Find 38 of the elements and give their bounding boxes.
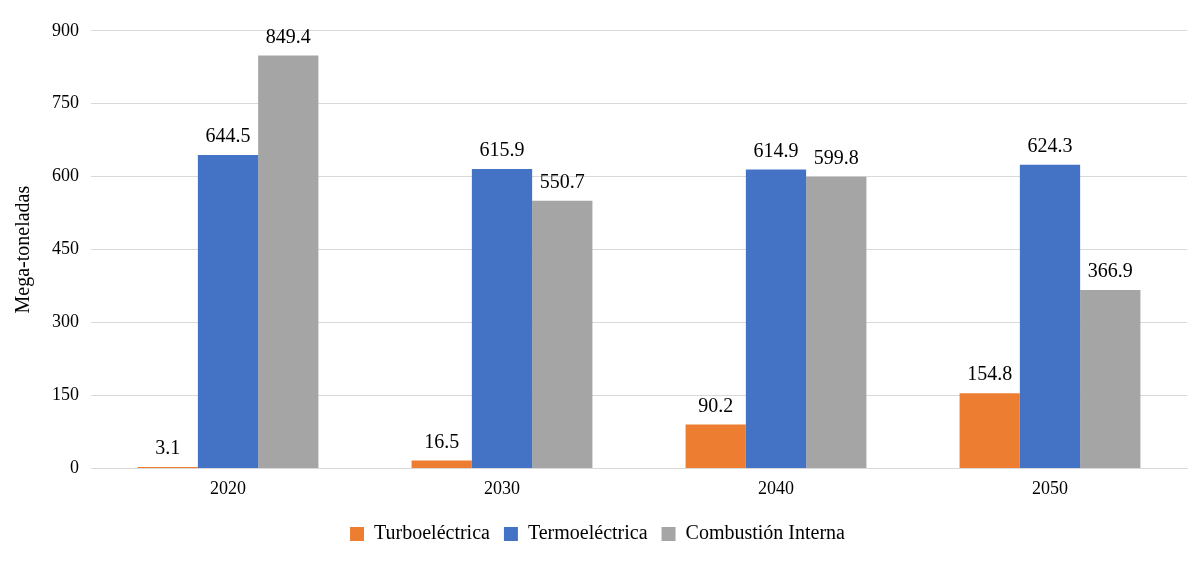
y-tick-label: 0 [70, 457, 79, 478]
y-tick-label: 750 [52, 92, 79, 113]
x-tick-label: 2050 [1032, 477, 1068, 498]
legend-label: Turboeléctrica [374, 521, 491, 544]
bar [471, 168, 533, 468]
data-label: 16.5 [424, 429, 460, 452]
bar [1080, 290, 1141, 468]
bar [411, 460, 472, 468]
legend-label: Termoeléctrica [527, 521, 648, 544]
y-axis-title: Mega-toneladas [11, 185, 35, 314]
bar [806, 176, 867, 468]
data-label: 614.9 [753, 138, 799, 161]
data-label: 599.8 [813, 146, 859, 169]
data-label: 154.8 [967, 362, 1013, 385]
x-tick-label: 2030 [484, 477, 520, 498]
data-label: 849.4 [265, 24, 311, 47]
bar [197, 155, 259, 468]
x-tick-label: 2040 [758, 477, 794, 498]
y-tick-label: 300 [52, 311, 79, 332]
bar [258, 55, 319, 468]
y-tick-label: 150 [52, 384, 79, 405]
data-label: 366.9 [1087, 259, 1133, 282]
data-label: 624.3 [1027, 134, 1073, 157]
bar [685, 424, 746, 468]
bar [959, 393, 1020, 468]
bar [745, 169, 807, 468]
data-label: 615.9 [479, 138, 525, 161]
data-label: 90.2 [698, 393, 734, 416]
y-tick-label: 600 [52, 165, 79, 186]
y-tick-label: 900 [52, 19, 79, 40]
y-tick-label: 450 [52, 238, 79, 259]
data-label: 550.7 [539, 169, 585, 192]
bar [532, 200, 593, 468]
data-label: 3.1 [155, 436, 181, 459]
data-label: 644.5 [205, 124, 251, 147]
x-tick-label: 2020 [210, 477, 246, 498]
legend-label: Combustión Interna [685, 521, 846, 544]
bar [1019, 164, 1081, 468]
